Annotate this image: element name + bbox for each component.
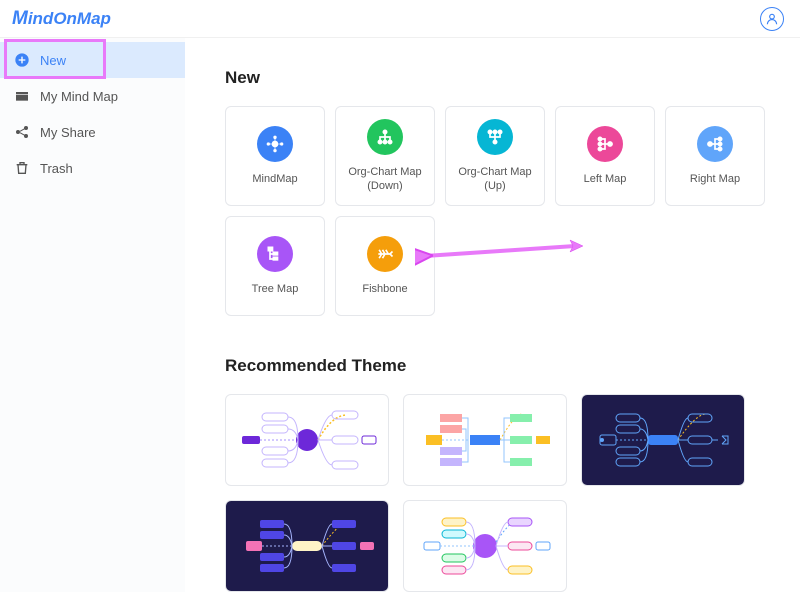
sidebar-item-mymindmap[interactable]: My Mind Map [0, 78, 185, 114]
template-fishbone[interactable]: Fishbone [335, 216, 435, 316]
theme-preview-icon [232, 506, 382, 586]
right-map-icon [697, 126, 733, 162]
share-icon [14, 124, 30, 140]
header: MindOnMap [0, 0, 800, 38]
theme-card[interactable] [403, 394, 567, 486]
left-map-icon [587, 126, 623, 162]
template-left-map[interactable]: Left Map [555, 106, 655, 206]
theme-preview-icon [410, 506, 560, 586]
template-tree-map[interactable]: Tree Map [225, 216, 325, 316]
template-label: Left Map [580, 172, 631, 186]
logo[interactable]: MindOnMap [12, 8, 111, 30]
theme-preview-icon [410, 400, 560, 480]
theme-card[interactable] [225, 394, 389, 486]
sidebar-item-label: Trash [40, 161, 73, 176]
main-content: New MindMap Org-Chart Map (Down) [185, 38, 800, 592]
theme-card[interactable] [225, 500, 389, 592]
sidebar-item-new[interactable]: New [0, 42, 185, 78]
template-mindmap[interactable]: MindMap [225, 106, 325, 206]
theme-card[interactable] [581, 394, 745, 486]
user-icon [765, 12, 779, 26]
recommended-title: Recommended Theme [225, 356, 780, 376]
template-label: Right Map [686, 172, 744, 186]
fishbone-icon [367, 236, 403, 272]
user-avatar[interactable] [760, 7, 784, 31]
orgchart-down-icon [367, 119, 403, 155]
body: New My Mind Map My Share Trash New [0, 38, 800, 592]
theme-preview-icon [588, 400, 738, 480]
plus-circle-icon [14, 52, 30, 68]
sidebar-item-label: New [40, 53, 66, 68]
theme-preview-icon [232, 400, 382, 480]
orgchart-up-icon [477, 119, 513, 155]
template-label: Org-Chart Map (Down) [336, 165, 434, 194]
themes-grid [225, 394, 780, 592]
sidebar-item-label: My Share [40, 125, 96, 140]
tree-map-icon [257, 236, 293, 272]
templates-grid: MindMap Org-Chart Map (Down) Org-Chart M… [225, 106, 780, 316]
template-label: MindMap [248, 172, 301, 186]
template-right-map[interactable]: Right Map [665, 106, 765, 206]
mindmap-icon [257, 126, 293, 162]
folder-icon [14, 88, 30, 104]
template-label: Fishbone [358, 282, 411, 296]
theme-card[interactable] [403, 500, 567, 592]
trash-icon [14, 160, 30, 176]
sidebar: New My Mind Map My Share Trash [0, 38, 185, 592]
sidebar-item-trash[interactable]: Trash [0, 150, 185, 186]
template-orgchart-down[interactable]: Org-Chart Map (Down) [335, 106, 435, 206]
template-label: Tree Map [248, 282, 303, 296]
new-section-title: New [225, 68, 780, 88]
sidebar-item-myshare[interactable]: My Share [0, 114, 185, 150]
template-label: Org-Chart Map (Up) [446, 165, 544, 194]
template-orgchart-up[interactable]: Org-Chart Map (Up) [445, 106, 545, 206]
sidebar-item-label: My Mind Map [40, 89, 118, 104]
